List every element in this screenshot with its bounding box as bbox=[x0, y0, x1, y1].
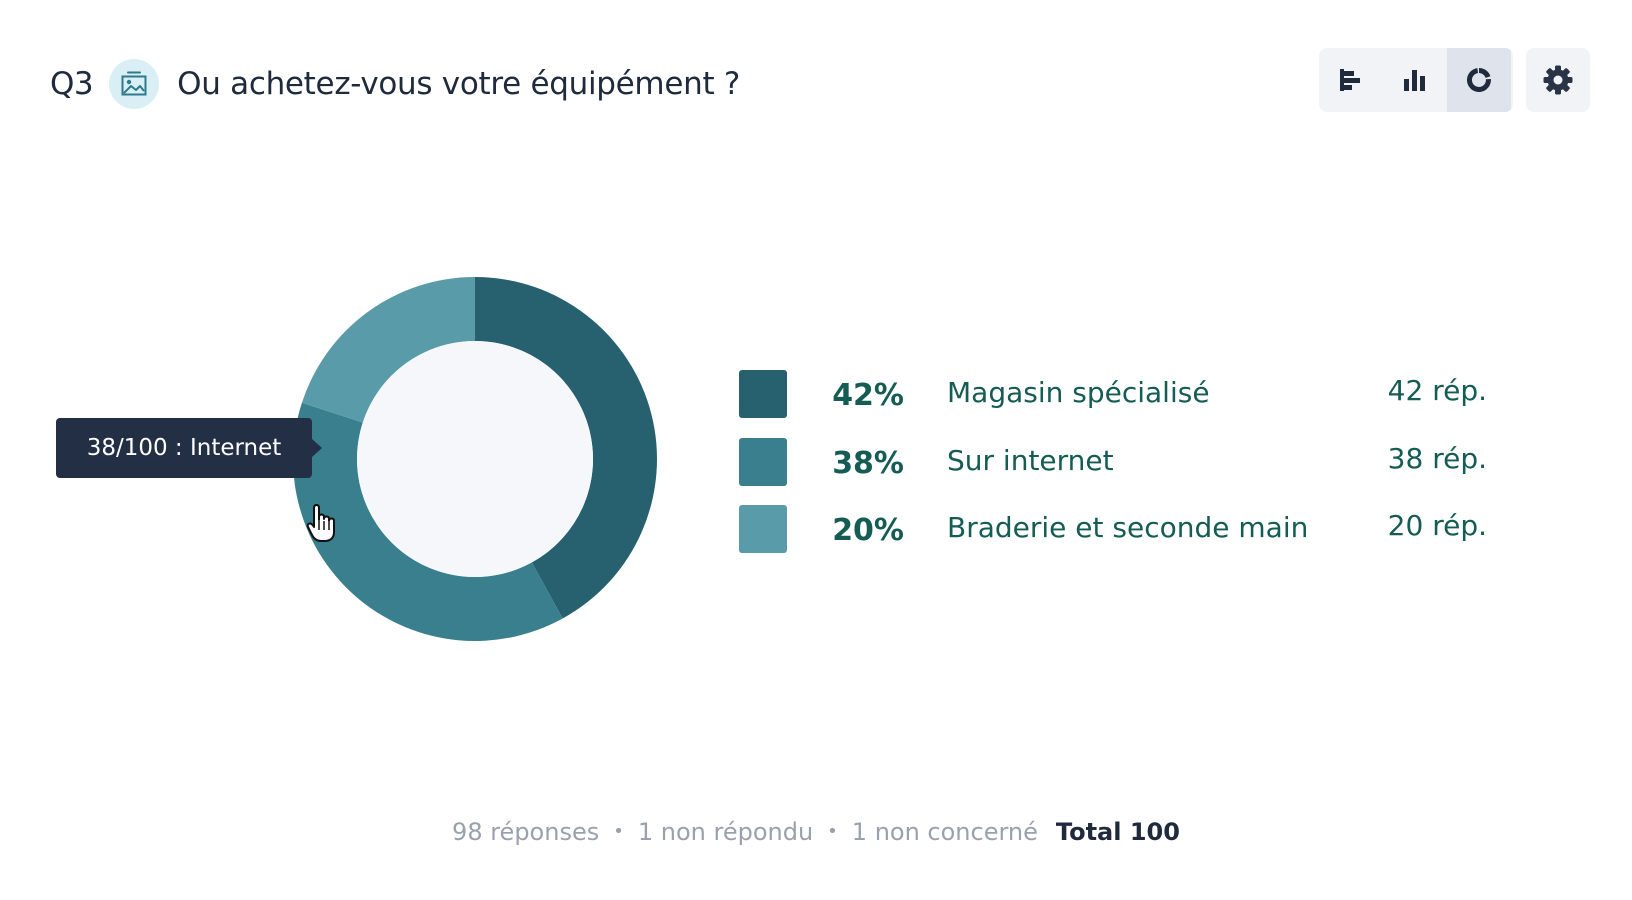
question-title: Ou achetez-vous votre équipément ? bbox=[177, 66, 741, 102]
gear-icon bbox=[1543, 65, 1573, 95]
total-count: Total 100 bbox=[1055, 818, 1180, 846]
legend-percent: 42% bbox=[832, 378, 904, 413]
chart-type-toolbar bbox=[1319, 48, 1513, 112]
settings-button[interactable] bbox=[1526, 48, 1590, 112]
legend-label: Braderie et seconde main bbox=[947, 511, 1309, 544]
legend-swatch bbox=[739, 438, 787, 486]
legend-percent: 20% bbox=[832, 513, 904, 548]
responses-count: 98 réponses bbox=[452, 818, 600, 846]
legend-item[interactable]: 20% Braderie et seconde main 20 rép. bbox=[0, 503, 1632, 553]
horizontal-bar-chart-icon bbox=[1340, 69, 1360, 91]
donut-view-button[interactable] bbox=[1447, 48, 1511, 112]
donut-slice-3[interactable] bbox=[301, 277, 475, 423]
legend-item[interactable]: 42% Magasin spécialisé 42 rép. bbox=[0, 368, 1632, 418]
hand-cursor-icon bbox=[306, 504, 335, 542]
legend-count: 20 rép. bbox=[1387, 509, 1487, 542]
legend-percent: 38% bbox=[832, 446, 904, 481]
donut-hole bbox=[357, 341, 593, 577]
question-header: Q3 Ou achetez-vous votre équipément ? bbox=[50, 56, 740, 112]
not-concerned-count: 1 non concerné bbox=[851, 818, 1038, 846]
legend-item[interactable]: 38% Sur internet 38 rép. bbox=[0, 436, 1632, 486]
legend-swatch bbox=[739, 370, 787, 418]
donut-slice-2[interactable] bbox=[293, 402, 563, 642]
separator-dot: • bbox=[827, 821, 838, 842]
legend-label: Magasin spécialisé bbox=[947, 376, 1210, 409]
legend-label: Sur internet bbox=[947, 444, 1114, 477]
legend-count: 38 rép. bbox=[1387, 442, 1487, 475]
vertical-bar-view-button[interactable] bbox=[1383, 48, 1447, 112]
separator-dot: • bbox=[613, 821, 624, 842]
chart-tooltip: 38/100 : Internet bbox=[56, 418, 312, 478]
image-choice-icon bbox=[109, 59, 160, 109]
donut-slice-1[interactable] bbox=[475, 277, 657, 619]
tooltip-arrow bbox=[312, 439, 322, 457]
donut-chart-icon bbox=[1466, 68, 1491, 93]
response-summary: 98 réponses • 1 non répondu • 1 non concerné… bbox=[0, 818, 1632, 846]
horizontal-bar-view-button[interactable] bbox=[1319, 48, 1383, 112]
not-answered-count: 1 non répondu bbox=[637, 818, 814, 846]
question-number: Q3 bbox=[50, 66, 94, 102]
vertical-bar-chart-icon bbox=[1404, 70, 1425, 91]
legend-swatch bbox=[739, 505, 787, 553]
legend-count: 42 rép. bbox=[1387, 374, 1487, 407]
